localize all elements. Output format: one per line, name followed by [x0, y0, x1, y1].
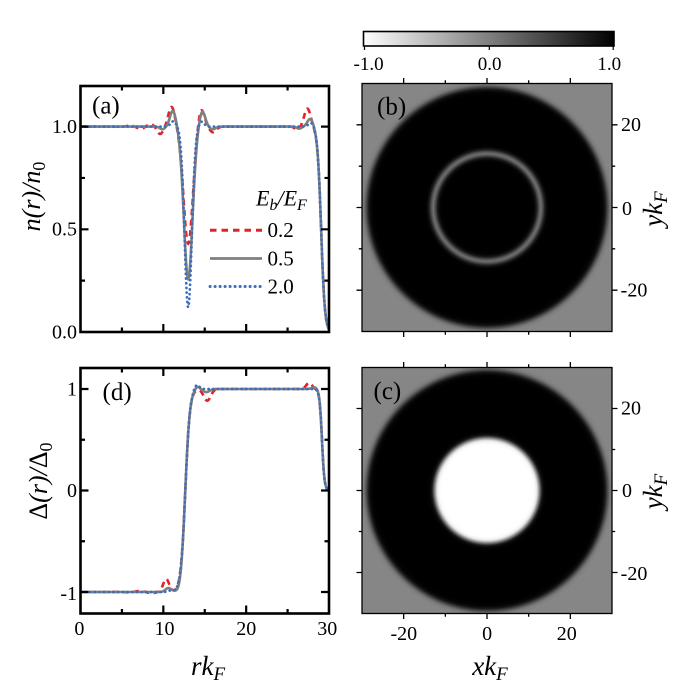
- svg-text:Δ(r)/Δ0: Δ(r)/Δ0: [24, 442, 56, 519]
- svg-text:1.0: 1.0: [52, 116, 77, 138]
- svg-text:0.5: 0.5: [52, 219, 77, 241]
- svg-text:-1.0: -1.0: [354, 54, 384, 75]
- svg-text:0: 0: [622, 198, 632, 220]
- svg-text:rkF: rkF: [191, 651, 226, 685]
- svg-text:0.0: 0.0: [478, 54, 502, 75]
- svg-text:20: 20: [621, 114, 641, 136]
- svg-text:0: 0: [482, 623, 492, 645]
- svg-text:-20: -20: [390, 623, 417, 645]
- svg-text:0: 0: [622, 480, 632, 502]
- svg-text:2.0: 2.0: [268, 274, 294, 298]
- svg-text:10: 10: [155, 618, 175, 640]
- svg-text:Eb/EF: Eb/EF: [255, 186, 307, 215]
- svg-text:0: 0: [74, 618, 84, 640]
- svg-text:0.2: 0.2: [268, 218, 294, 242]
- svg-text:20: 20: [621, 398, 641, 420]
- svg-text:ykF: ykF: [638, 473, 672, 512]
- svg-text:-20: -20: [621, 280, 648, 302]
- svg-text:20: 20: [236, 618, 256, 640]
- svg-text:(c): (c): [374, 378, 402, 405]
- svg-text:20: 20: [557, 623, 577, 645]
- svg-text:1.0: 1.0: [597, 54, 621, 75]
- svg-text:n(r)/n0: n(r)/n0: [17, 162, 49, 232]
- svg-text:(d): (d): [103, 379, 132, 406]
- svg-text:(a): (a): [92, 93, 120, 120]
- svg-text:0.0: 0.0: [52, 322, 77, 344]
- svg-text:1: 1: [67, 379, 77, 401]
- svg-text:0: 0: [67, 480, 77, 502]
- svg-text:0.5: 0.5: [268, 246, 294, 270]
- svg-text:-20: -20: [621, 563, 648, 585]
- svg-text:30: 30: [317, 618, 337, 640]
- svg-text:(b): (b): [377, 94, 406, 121]
- svg-text:-1: -1: [60, 583, 77, 605]
